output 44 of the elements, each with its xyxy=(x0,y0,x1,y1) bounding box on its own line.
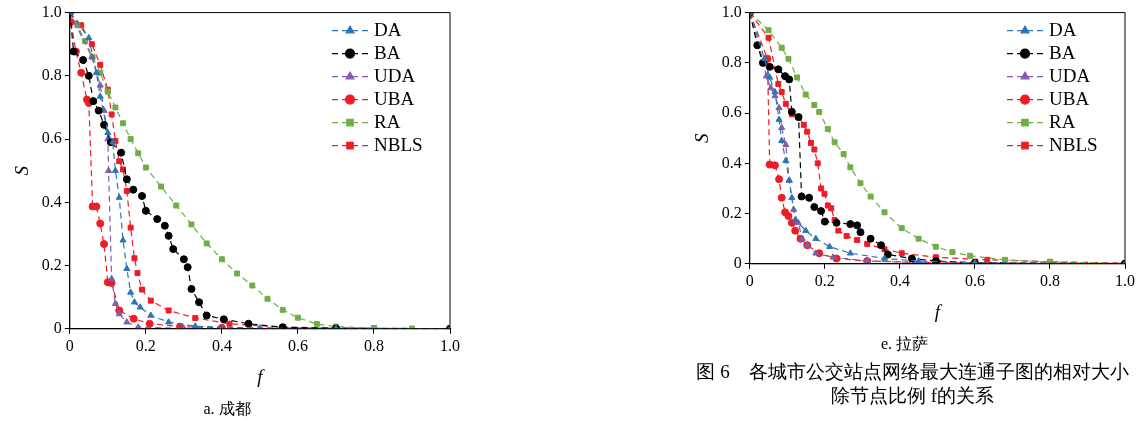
legend-label: RA xyxy=(1049,110,1076,132)
legend-label: NBLS xyxy=(374,133,423,155)
text: a. 成都 xyxy=(203,399,251,417)
y-tick-label: 1.0 xyxy=(721,2,742,20)
y-tick-label: 0 xyxy=(53,319,62,336)
x-tick-label: 1.0 xyxy=(1115,271,1135,289)
legend-label: UBA xyxy=(374,87,415,109)
x-tick-label: 0 xyxy=(65,336,74,354)
legend-label: UDA xyxy=(1049,64,1091,86)
text: e. 拉萨 xyxy=(880,334,929,352)
y-tick-label: 0.2 xyxy=(721,203,742,221)
caption: 图 6 各城市公交站点网络最大连通子图的相对大小 xyxy=(695,360,1130,384)
y-tick-label: 0.4 xyxy=(41,192,62,210)
legend-label: DA xyxy=(1049,18,1077,40)
legend-label: UDA xyxy=(374,64,416,86)
legend-label: RA xyxy=(374,110,401,132)
x-tick-label: 1.0 xyxy=(440,336,460,354)
legend-label: UBA xyxy=(1049,87,1090,109)
x-tick-label: 0.4 xyxy=(211,336,232,354)
x-axis-title: f xyxy=(257,366,266,388)
y-tick-label: 0.4 xyxy=(721,153,742,171)
x-tick-label: 0.8 xyxy=(363,336,384,354)
text: 除节点比例 f的关系 xyxy=(829,384,996,408)
legend-label: BA xyxy=(1049,41,1076,63)
y-tick-label: 0.8 xyxy=(41,66,62,84)
y-axis-title: S xyxy=(691,132,713,143)
y-tick-label: 1.0 xyxy=(41,2,62,20)
legend-label: DA xyxy=(374,18,402,40)
x-tick-label: 0.4 xyxy=(889,271,910,289)
x-tick-label: 0 xyxy=(745,271,754,289)
y-tick-label: 0.6 xyxy=(721,103,742,121)
x-axis-title: f xyxy=(934,301,943,323)
x-tick-label: 0.2 xyxy=(135,336,156,354)
legend-label: NBLS xyxy=(1049,133,1098,155)
x-tick-label: 0.8 xyxy=(1039,271,1060,289)
x-tick-label: 0.2 xyxy=(814,271,835,289)
y-tick-label: 0.6 xyxy=(41,129,62,147)
y-tick-label: 0 xyxy=(733,254,742,271)
y-tick-label: 0.2 xyxy=(41,255,62,273)
x-tick-label: 0.6 xyxy=(964,271,985,289)
legend-label: BA xyxy=(374,41,401,63)
x-tick-label: 0.6 xyxy=(287,336,308,354)
y-axis-title: S xyxy=(11,165,33,176)
y-tick-label: 0.8 xyxy=(721,53,742,71)
